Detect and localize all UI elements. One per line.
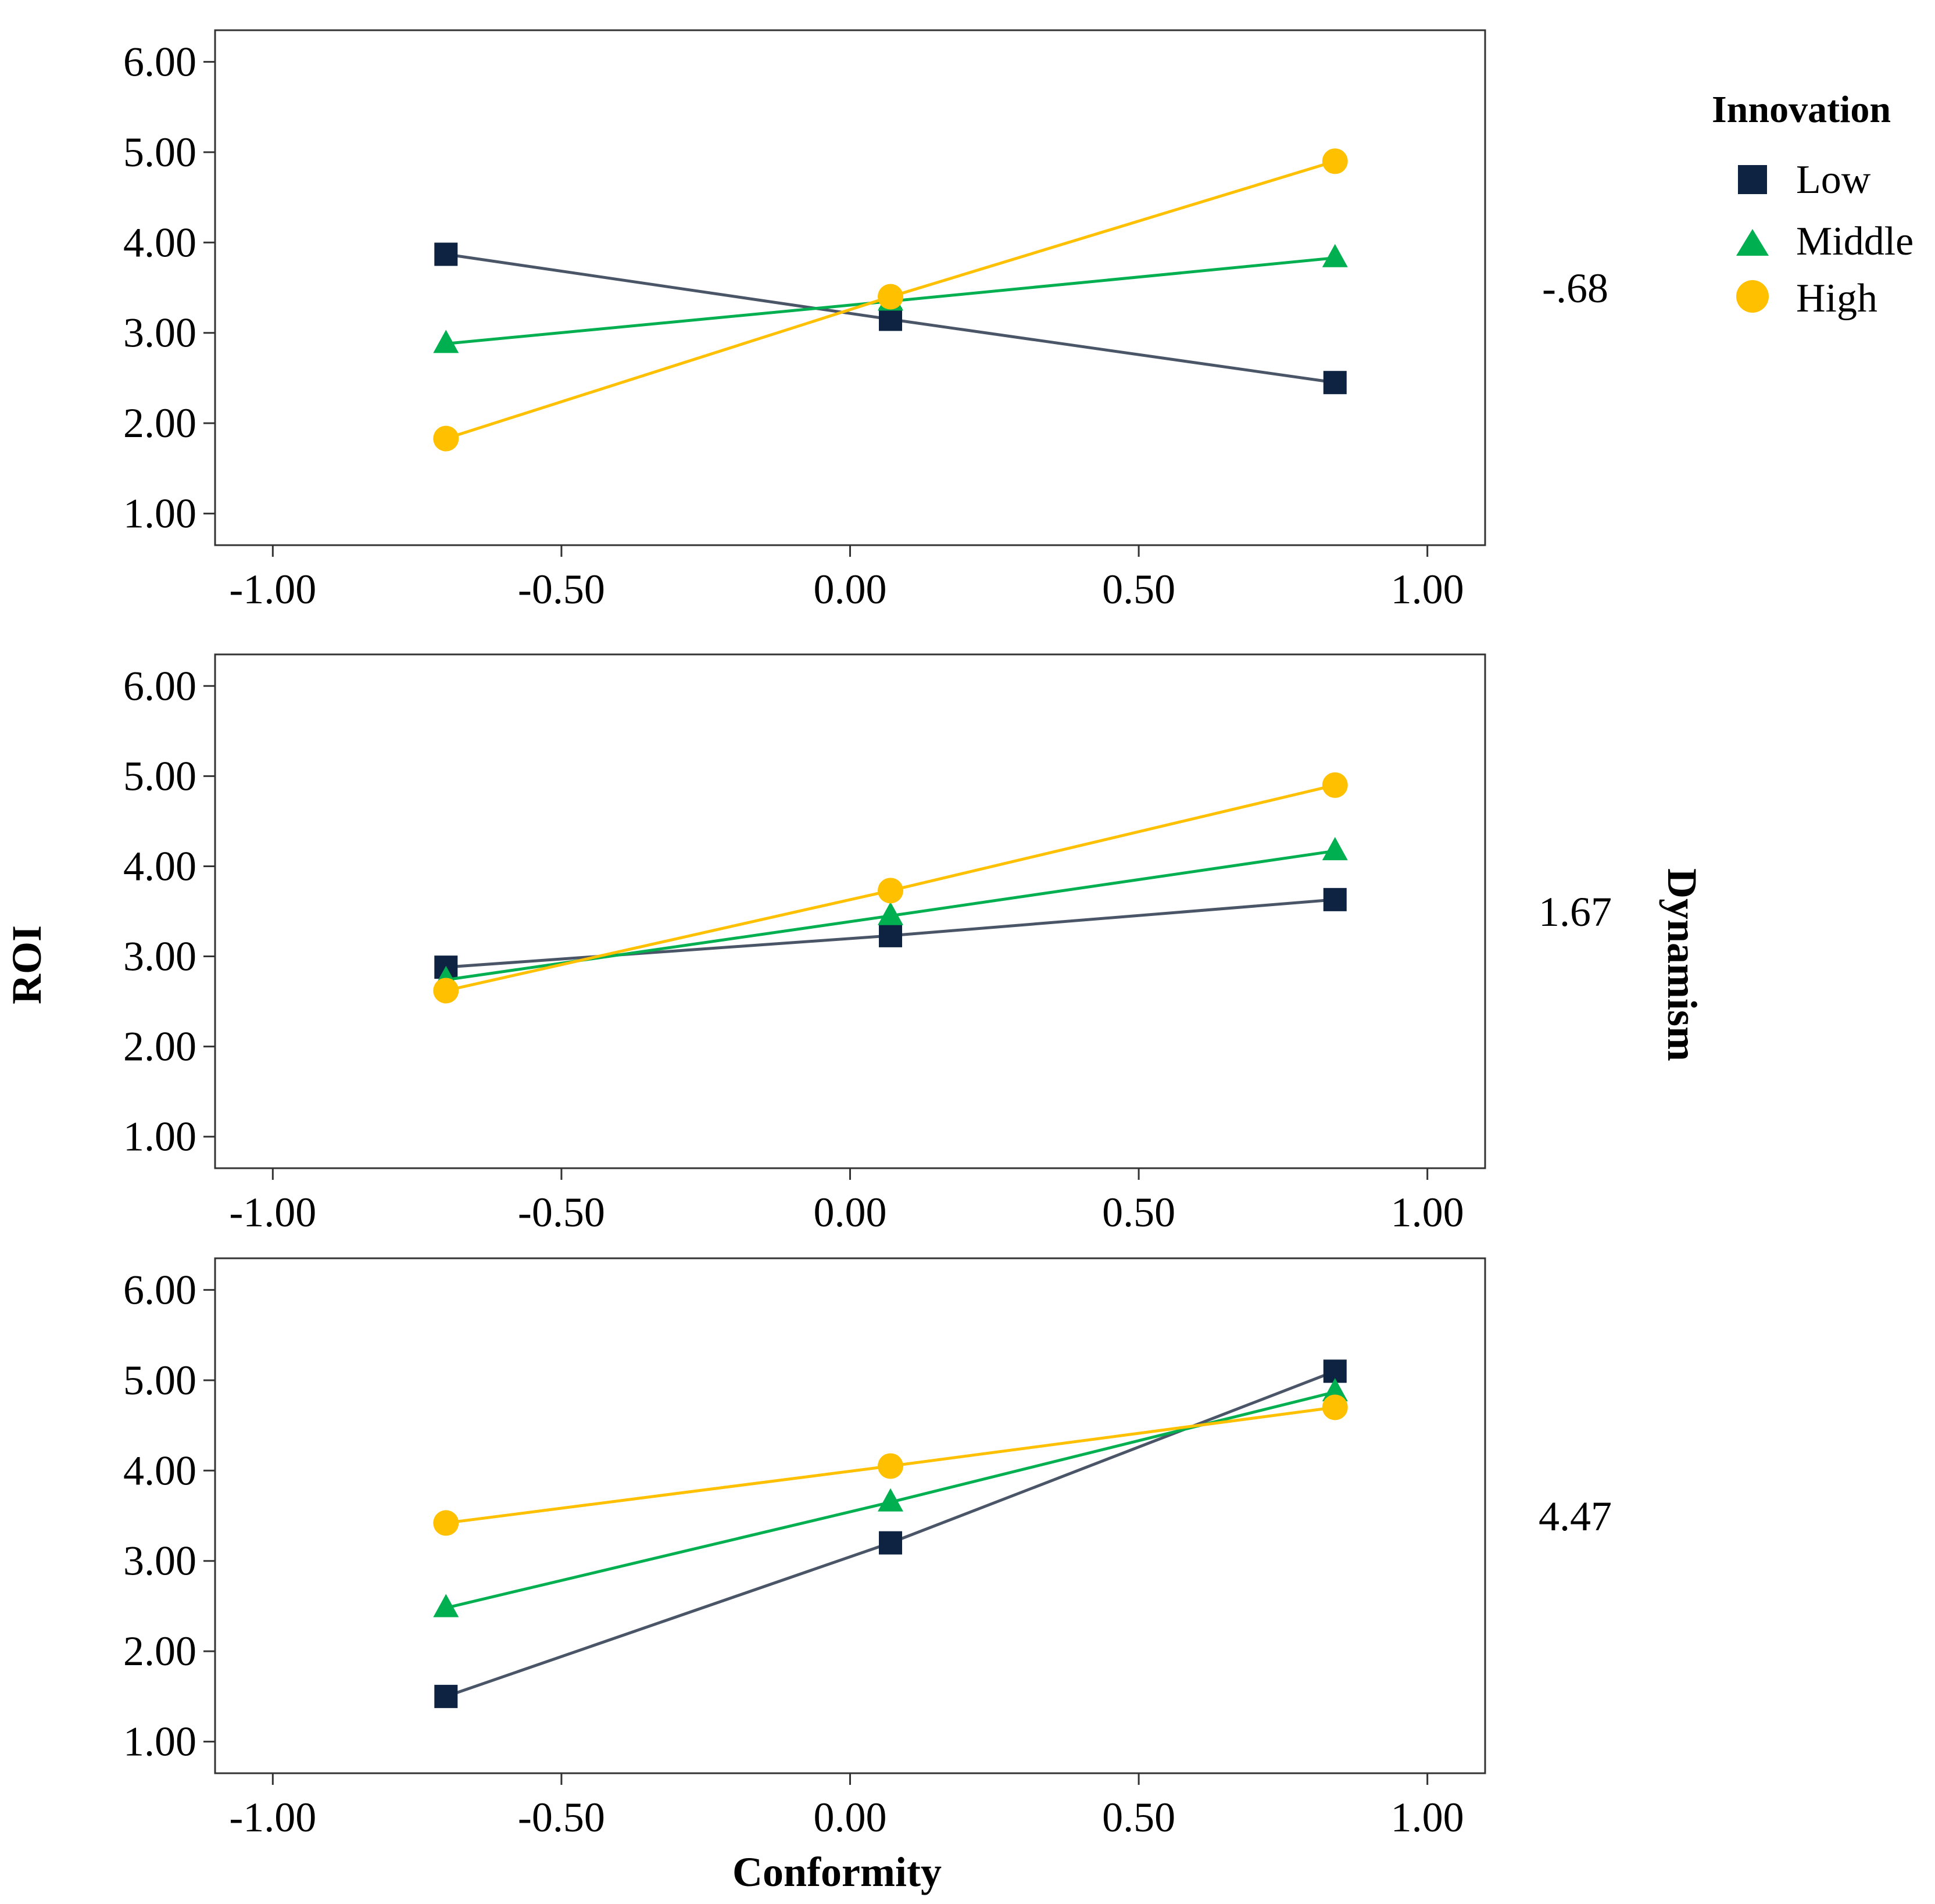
x-tick-label: -0.50 — [518, 1189, 605, 1236]
x-tick-label: -1.00 — [229, 566, 316, 613]
y-tick-label: 4.00 — [123, 219, 196, 266]
plot-frame — [214, 653, 1486, 1169]
dynamism-value-label: 4.47 — [1539, 1493, 1612, 1540]
x-axis-title: Conformity — [732, 1849, 942, 1895]
data-point-low — [879, 1531, 903, 1555]
x-tick-label: 1.00 — [1391, 1794, 1464, 1841]
plot-frame — [214, 1257, 1486, 1774]
data-point-middle — [878, 1488, 904, 1512]
y-tick-label: 5.00 — [123, 1357, 196, 1404]
chart-panels: 1.00 2.00 3.00 4.00 5.00 6.00 -1.00 -0.50 0.00 0.… — [123, 29, 1612, 1841]
dynamism-value-label: 1.67 — [1539, 889, 1612, 935]
y-tick-label: 6.00 — [123, 38, 196, 85]
x-tick-label: 0.50 — [1102, 1794, 1175, 1841]
legend-marker-low — [1738, 165, 1767, 194]
data-point-high — [433, 425, 459, 452]
data-point-middle — [1322, 837, 1348, 861]
panel-3: 1.00 2.00 3.00 4.00 5.00 6.00 -1.00 -0.50 0.00 0.… — [123, 1257, 1612, 1841]
x-tick-label: 1.00 — [1391, 1189, 1464, 1236]
y-tick-label: 1.00 — [123, 1719, 196, 1765]
plot-frame — [214, 29, 1486, 546]
legend-label-low: Low — [1796, 158, 1871, 202]
y-tick-label: 5.00 — [123, 753, 196, 799]
data-point-high — [878, 878, 904, 904]
data-point-high — [1322, 772, 1348, 798]
legend-label-high: High — [1796, 276, 1877, 321]
data-point-high — [878, 284, 904, 310]
y-tick-label: 1.00 — [123, 491, 196, 537]
y-tick-label: 2.00 — [123, 1023, 196, 1070]
x-tick-label: 0.00 — [814, 1794, 887, 1841]
panel-1: 1.00 2.00 3.00 4.00 5.00 6.00 -1.00 -0.50 0.00 0.… — [123, 29, 1608, 613]
data-point-high — [878, 1453, 904, 1479]
data-point-high — [433, 1510, 459, 1536]
y-axis-title: ROI — [3, 925, 50, 1004]
y-tick-label: 1.00 — [123, 1114, 196, 1160]
x-tick-label: 0.00 — [814, 566, 887, 613]
data-point-middle — [1322, 244, 1348, 267]
legend-label-middle: Middle — [1796, 219, 1913, 264]
data-point-low — [1323, 887, 1347, 911]
panel-2: 1.00 2.00 3.00 4.00 5.00 6.00 -1.00 -0.50 0.00 0.… — [123, 653, 1612, 1236]
data-point-high — [1322, 148, 1348, 174]
y-tick-label: 6.00 — [123, 663, 196, 709]
data-point-middle — [1322, 1378, 1348, 1402]
data-point-high — [1322, 1394, 1348, 1420]
y-tick-label: 6.00 — [123, 1266, 196, 1313]
y-tick-label: 5.00 — [123, 129, 196, 176]
y-tick-label: 3.00 — [123, 1538, 196, 1584]
y-tick-label: 3.00 — [123, 933, 196, 980]
x-tick-label: -1.00 — [229, 1794, 316, 1841]
data-point-middle — [433, 330, 459, 353]
x-tick-label: -0.50 — [518, 566, 605, 613]
facet-title: Dynamism — [1659, 868, 1705, 1061]
x-tick-label: 1.00 — [1391, 566, 1464, 613]
y-tick-label: 2.00 — [123, 400, 196, 446]
legend-title: Innovation — [1712, 88, 1891, 131]
data-point-middle — [878, 901, 904, 925]
x-tick-label: 0.50 — [1102, 566, 1175, 613]
data-point-low — [434, 242, 458, 266]
data-point-middle — [433, 1594, 459, 1617]
data-point-high — [433, 978, 459, 1004]
y-tick-label: 3.00 — [123, 310, 196, 356]
y-tick-label: 4.00 — [123, 843, 196, 889]
legend-marker-middle — [1736, 229, 1769, 256]
x-tick-label: -0.50 — [518, 1794, 605, 1841]
y-tick-label: 4.00 — [123, 1447, 196, 1494]
data-point-low — [879, 307, 903, 331]
dynamism-value-label: -.68 — [1542, 265, 1608, 312]
y-tick-label: 2.00 — [123, 1628, 196, 1674]
x-tick-label: -1.00 — [229, 1189, 316, 1236]
data-point-low — [879, 924, 903, 947]
legend: Innovation Low Middle High — [1712, 88, 1913, 321]
data-point-low — [1323, 371, 1347, 395]
legend-marker-high — [1736, 280, 1769, 313]
data-point-low — [434, 1684, 458, 1708]
x-tick-label: 0.50 — [1102, 1189, 1175, 1236]
x-tick-label: 0.00 — [814, 1189, 887, 1236]
